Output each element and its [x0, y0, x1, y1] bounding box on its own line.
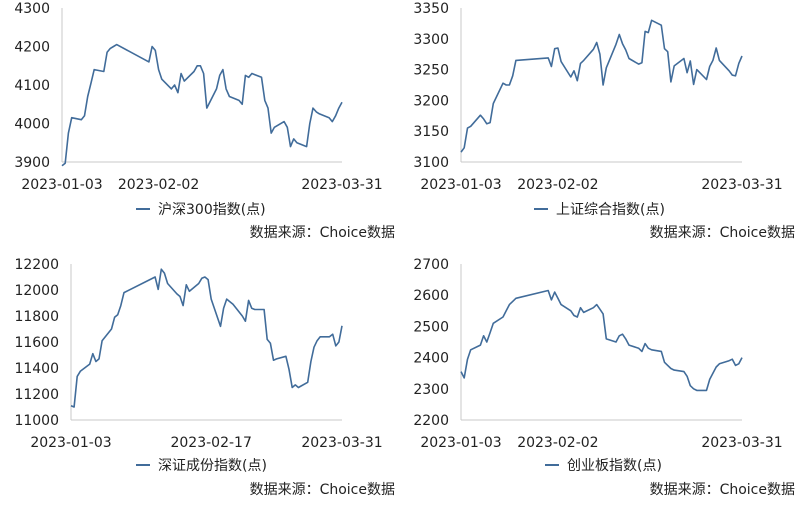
series-line — [460, 289, 743, 392]
chart-panel-shanghai-composite: 3100 3150 3200 3250 3300 3350 2023-01-03 2023-0… — [413, 1, 795, 241]
series-line — [70, 268, 343, 408]
y-tick-label: 3100 — [413, 155, 449, 171]
y-tick-label: 2600 — [413, 288, 449, 304]
y-tick-label: 11600 — [14, 335, 59, 351]
y-tick-label: 12200 — [14, 257, 59, 273]
y-tick-label: 2500 — [413, 319, 449, 335]
y-tick-label: 3250 — [413, 63, 449, 79]
source-note: 数据来源：Choice数据 — [650, 225, 795, 241]
y-tick-label: 4000 — [14, 117, 50, 133]
source-note: 数据来源：Choice数据 — [250, 482, 395, 498]
source-note: 数据来源：Choice数据 — [250, 225, 395, 241]
x-tick-label: 2023-02-02 — [517, 177, 598, 193]
x-tick-label: 2023-02-17 — [170, 435, 251, 451]
y-tick-label: 2200 — [413, 413, 449, 429]
x-tick-label: 2023-03-31 — [301, 435, 382, 451]
y-tick-label: 3350 — [413, 1, 449, 17]
x-tick-label: 2023-01-03 — [420, 177, 501, 193]
series-line — [61, 43, 343, 167]
source-note: 数据来源：Choice数据 — [650, 482, 795, 498]
y-tick-label: 3900 — [14, 155, 50, 171]
legend-label: 上证综合指数(点) — [556, 202, 665, 218]
y-tick-label: 4300 — [14, 1, 50, 17]
x-tick-label: 2023-01-03 — [420, 435, 501, 451]
x-tick-label: 2023-03-31 — [701, 177, 782, 193]
y-tick-label: 3150 — [413, 124, 449, 140]
series-line — [460, 19, 743, 153]
x-tick-label: 2023-02-02 — [118, 177, 199, 193]
chart-panel-chinext: 2200 2300 2400 2500 2600 2700 2023-01-03 2023-0… — [413, 257, 795, 498]
y-tick-label: 3300 — [413, 32, 449, 48]
y-tick-label: 2700 — [413, 257, 449, 273]
y-tick-label: 11800 — [14, 309, 59, 325]
y-tick-label: 2400 — [413, 351, 449, 367]
y-tick-label: 11400 — [14, 361, 59, 377]
x-tick-label: 2023-03-31 — [701, 435, 782, 451]
chart-panel-shenzhen-component: 11000 11200 11400 11600 11800 12000 12200 2023-… — [14, 257, 395, 498]
legend-label: 深证成份指数(点) — [158, 458, 267, 474]
legend-label: 创业板指数(点) — [567, 458, 662, 474]
y-tick-label: 2300 — [413, 382, 449, 398]
x-tick-label: 2023-02-02 — [517, 435, 598, 451]
legend-label: 沪深300指数(点) — [158, 202, 266, 218]
y-tick-label: 11000 — [14, 413, 59, 429]
y-tick-label: 12000 — [14, 283, 59, 299]
chart-panel-hs300: 3900 4000 4100 4200 4300 2023-01-03 2023-02-02… — [14, 1, 395, 241]
x-tick-label: 2023-01-03 — [21, 177, 102, 193]
y-tick-label: 3200 — [413, 93, 449, 109]
x-tick-label: 2023-03-31 — [301, 177, 382, 193]
x-tick-label: 2023-01-03 — [30, 435, 111, 451]
y-tick-label: 11200 — [14, 387, 59, 403]
y-tick-label: 4200 — [14, 40, 50, 56]
y-tick-label: 4100 — [14, 78, 50, 94]
